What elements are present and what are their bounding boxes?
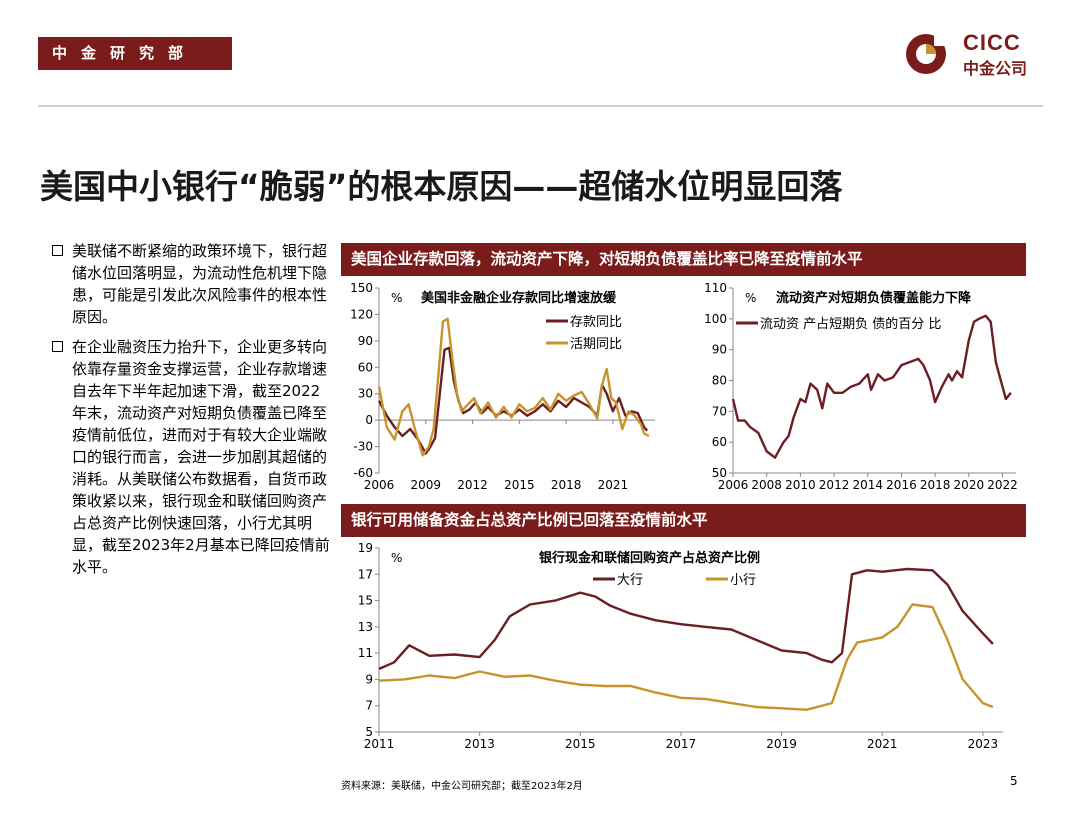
x-tick-label: 2014 bbox=[852, 478, 883, 492]
x-tick-label: 2009 bbox=[411, 478, 442, 492]
y-tick-label: 120 bbox=[350, 307, 373, 321]
y-tick-label: 15 bbox=[358, 594, 373, 608]
x-tick-label: 2015 bbox=[565, 737, 596, 751]
x-tick-label: 2012 bbox=[819, 478, 850, 492]
y-tick-label: 17 bbox=[358, 567, 373, 581]
square-bullet-icon bbox=[52, 341, 63, 352]
x-tick-label: 2021 bbox=[598, 478, 629, 492]
y-tick-label: 80 bbox=[712, 374, 727, 388]
cicc-logo-icon bbox=[906, 34, 948, 74]
chart-banner-bottom: 银行可用储备资金占总资产比例已回落至疫情前水平 bbox=[341, 504, 1026, 537]
logo-text-en: CICC bbox=[963, 30, 1021, 55]
x-tick-label: 2010 bbox=[785, 478, 816, 492]
bullet-list: 美联储不断紧缩的政策环境下，银行超储水位回落明显，为流动性危机埋下隐患，可能是引… bbox=[52, 240, 332, 586]
x-tick-label: 2021 bbox=[867, 737, 898, 751]
x-tick-label: 2020 bbox=[954, 478, 985, 492]
cicc-logo: CICC 中金公司 bbox=[901, 30, 1051, 80]
y-tick-label: 90 bbox=[358, 334, 373, 348]
y-tick-label: 5 bbox=[365, 725, 373, 739]
x-tick-label: 2015 bbox=[504, 478, 535, 492]
logo-text-cn: 中金公司 bbox=[963, 59, 1028, 78]
header-divider bbox=[38, 105, 1043, 107]
page-title: 美国中小银行“脆弱”的根本原因——超储水位明显回落 bbox=[40, 167, 843, 206]
x-tick-label: 2018 bbox=[920, 478, 951, 492]
chart-title: 银行现金和联储回购资产占总资产比例 bbox=[539, 550, 760, 566]
series-line-0 bbox=[731, 314, 1012, 459]
x-tick-label: 2016 bbox=[886, 478, 917, 492]
department-label: 中金研究部 bbox=[38, 37, 232, 70]
x-tick-label: 2008 bbox=[751, 478, 782, 492]
y-tick-label: 150 bbox=[350, 281, 373, 295]
chart-banner-top: 美国企业存款回落，流动资产下降，对短期负债覆盖比率已降至疫情前水平 bbox=[341, 243, 1026, 276]
y-tick-label: 60 bbox=[358, 360, 373, 374]
bullet-text: 在企业融资压力抬升下，企业更多转向依靠存量资金支撑运营，企业存款增速自去年下半年… bbox=[72, 338, 330, 576]
x-tick-label: 2011 bbox=[364, 737, 395, 751]
y-tick-label: 70 bbox=[712, 404, 727, 418]
y-tick-label: -60 bbox=[353, 466, 373, 480]
x-tick-label: 2006 bbox=[718, 478, 749, 492]
y-tick-label: 30 bbox=[358, 387, 373, 401]
y-tick-label: 7 bbox=[365, 699, 373, 713]
x-tick-label: 2006 bbox=[364, 478, 395, 492]
x-tick-label: 2023 bbox=[968, 737, 999, 751]
x-tick-label: 2013 bbox=[464, 737, 495, 751]
series-line-1 bbox=[377, 317, 650, 457]
x-tick-label: 2019 bbox=[766, 737, 797, 751]
y-tick-label: 11 bbox=[358, 646, 373, 660]
chart-title: 流动资产对短期负债覆盖能力下降 bbox=[776, 290, 972, 306]
bullet-text: 美联储不断紧缩的政策环境下，银行超储水位回落明显，为流动性危机埋下隐患，可能是引… bbox=[72, 242, 328, 326]
series-line-0 bbox=[378, 567, 994, 670]
bullet-item: 在企业融资压力抬升下，企业更多转向依靠存量资金支撑运营，企业存款增速自去年下半年… bbox=[52, 336, 332, 578]
x-tick-label: 2017 bbox=[666, 737, 697, 751]
x-tick-label: 2022 bbox=[987, 478, 1018, 492]
y-tick-label: 90 bbox=[712, 343, 727, 357]
series-line-0 bbox=[377, 346, 649, 455]
page-number: 5 bbox=[1010, 774, 1018, 788]
unit-label: % bbox=[745, 291, 756, 305]
y-tick-label: 100 bbox=[704, 312, 727, 326]
source-note: 资料来源：美联储，中金公司研究部；截至2023年2月 bbox=[341, 781, 583, 792]
y-tick-label: 19 bbox=[358, 541, 373, 555]
chart-title: 美国非金融企业存款同比增速放缓 bbox=[421, 290, 617, 306]
x-tick-label: 2018 bbox=[551, 478, 582, 492]
y-tick-label: 110 bbox=[704, 281, 727, 295]
series-line-1 bbox=[378, 603, 994, 711]
y-tick-label: 9 bbox=[365, 672, 373, 686]
legend-label: 流动资 产占短期负 债的百分 比 bbox=[760, 316, 941, 332]
legend-label: 大行 bbox=[617, 573, 643, 588]
legend-label: 存款同比 bbox=[570, 315, 622, 330]
square-bullet-icon bbox=[52, 245, 63, 256]
legend-label: 小行 bbox=[730, 573, 756, 588]
bullet-item: 美联储不断紧缩的政策环境下，银行超储水位回落明显，为流动性危机埋下隐患，可能是引… bbox=[52, 240, 332, 328]
x-tick-label: 2012 bbox=[457, 478, 488, 492]
y-tick-label: 13 bbox=[358, 620, 373, 634]
unit-label: % bbox=[391, 291, 402, 305]
y-tick-label: -30 bbox=[353, 440, 373, 454]
y-tick-label: 60 bbox=[712, 435, 727, 449]
y-tick-label: 0 bbox=[365, 413, 373, 427]
legend-label: 活期同比 bbox=[570, 337, 622, 352]
y-tick-label: 50 bbox=[712, 466, 727, 480]
unit-label: % bbox=[391, 551, 402, 565]
